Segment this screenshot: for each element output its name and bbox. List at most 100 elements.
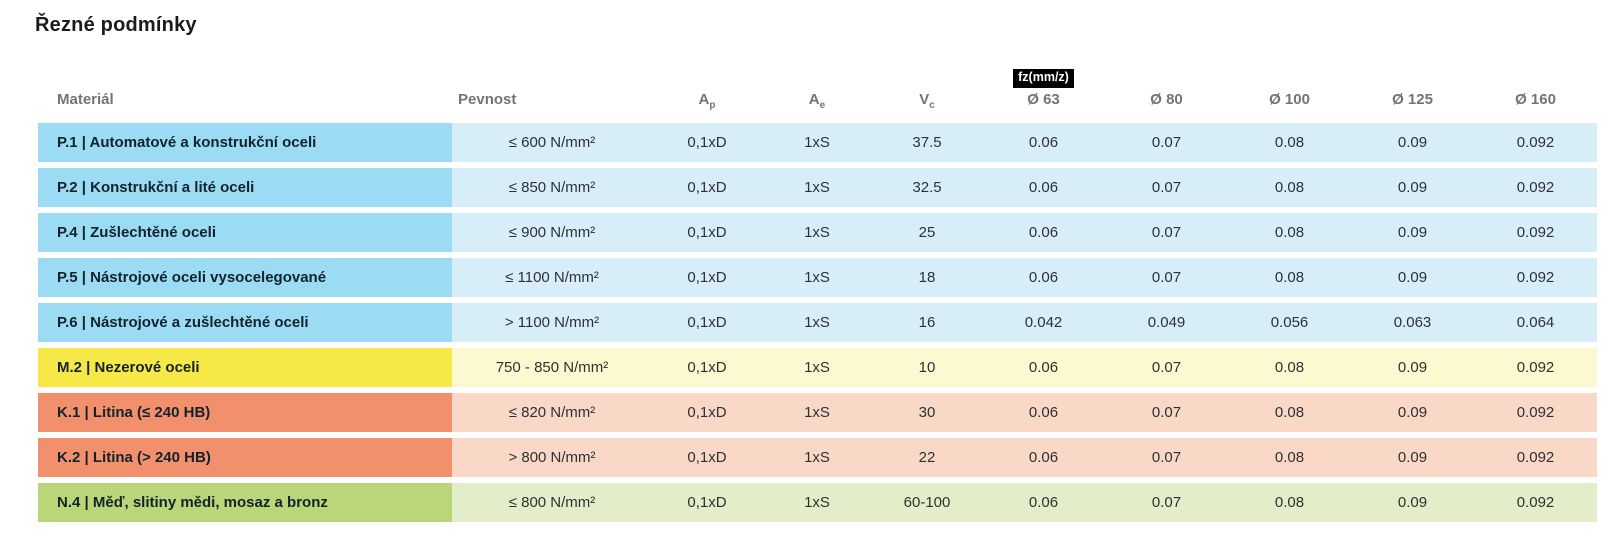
cell-ae: 1xS bbox=[762, 213, 872, 252]
column-label-subscript: c bbox=[929, 100, 935, 111]
cell-fz-d125: 0.09 bbox=[1351, 483, 1474, 522]
column-label-d100: Ø 100 bbox=[1269, 91, 1310, 108]
cell-pevnost: ≤ 850 N/mm² bbox=[452, 168, 652, 207]
cell-pevnost: ≤ 900 N/mm² bbox=[452, 213, 652, 252]
cell-fz-d80: 0.07 bbox=[1105, 258, 1228, 297]
column-label-subscript: p bbox=[709, 100, 716, 111]
column-header-pevnost: Pevnost bbox=[452, 62, 652, 117]
cell-ae: 1xS bbox=[762, 483, 872, 522]
cell-fz-d125: 0.09 bbox=[1351, 393, 1474, 432]
cell-fz-d63: 0.06 bbox=[982, 258, 1105, 297]
cell-vc: 10 bbox=[872, 348, 982, 387]
cell-ap: 0,1xD bbox=[652, 438, 762, 477]
column-label-material: Materiál bbox=[57, 91, 114, 108]
cell-fz-d160: 0.092 bbox=[1474, 168, 1597, 207]
cell-material: P.1 | Automatové a konstrukční oceli bbox=[38, 123, 452, 162]
column-header-material: Materiál bbox=[38, 62, 452, 117]
table-row: P.1 | Automatové a konstrukční oceli ≤ 60… bbox=[38, 123, 1597, 162]
cell-fz-d63: 0.06 bbox=[982, 393, 1105, 432]
column-label-ae: A bbox=[808, 91, 820, 108]
column-label-pevnost: Pevnost bbox=[458, 91, 517, 108]
cell-fz-d125: 0.09 bbox=[1351, 123, 1474, 162]
cell-fz-d100: 0.08 bbox=[1228, 438, 1351, 477]
cell-fz-d160: 0.092 bbox=[1474, 393, 1597, 432]
cell-fz-d160: 0.064 bbox=[1474, 303, 1597, 342]
column-header-d160: Ø 160 bbox=[1474, 62, 1597, 117]
column-header-d80: Ø 80 bbox=[1105, 62, 1228, 117]
fz-unit-badge: fz(mm/z) bbox=[1013, 69, 1074, 88]
cell-pevnost: ≤ 820 N/mm² bbox=[452, 393, 652, 432]
cutting-conditions-table: Materiál Pevnost Ap Ae Vc fz(mm/z) Ø 63 Ø 80 Ø 1… bbox=[38, 56, 1597, 528]
fz-unit-badge-wrap: fz(mm/z) bbox=[982, 68, 1105, 88]
cell-pevnost: ≤ 1100 N/mm² bbox=[452, 258, 652, 297]
cell-ap: 0,1xD bbox=[652, 168, 762, 207]
cell-material: K.1 | Litina (≤ 240 HB) bbox=[38, 393, 452, 432]
cell-fz-d80: 0.07 bbox=[1105, 213, 1228, 252]
cell-fz-d100: 0.056 bbox=[1228, 303, 1351, 342]
cell-fz-d125: 0.09 bbox=[1351, 258, 1474, 297]
cell-fz-d80: 0.07 bbox=[1105, 393, 1228, 432]
cell-material: P.4 | Zušlechtěné oceli bbox=[38, 213, 452, 252]
cell-fz-d80: 0.07 bbox=[1105, 483, 1228, 522]
cell-ap: 0,1xD bbox=[652, 303, 762, 342]
cell-fz-d100: 0.08 bbox=[1228, 348, 1351, 387]
cell-fz-d160: 0.092 bbox=[1474, 123, 1597, 162]
cell-fz-d63: 0.06 bbox=[982, 213, 1105, 252]
cell-vc: 16 bbox=[872, 303, 982, 342]
cell-vc: 18 bbox=[872, 258, 982, 297]
cell-fz-d160: 0.092 bbox=[1474, 438, 1597, 477]
cell-ae: 1xS bbox=[762, 258, 872, 297]
table-row: P.4 | Zušlechtěné oceli ≤ 900 N/mm² 0,1xD 1… bbox=[38, 213, 1597, 252]
column-label-ap: A bbox=[698, 91, 710, 108]
cell-pevnost: ≤ 600 N/mm² bbox=[452, 123, 652, 162]
column-label-subscript: e bbox=[819, 100, 826, 111]
header-row: Materiál Pevnost Ap Ae Vc fz(mm/z) Ø 63 Ø 80 Ø 1… bbox=[38, 62, 1597, 117]
cell-fz-d80: 0.049 bbox=[1105, 303, 1228, 342]
cell-fz-d100: 0.08 bbox=[1228, 168, 1351, 207]
cell-vc: 37.5 bbox=[872, 123, 982, 162]
cell-vc: 60-100 bbox=[872, 483, 982, 522]
cell-ae: 1xS bbox=[762, 303, 872, 342]
cell-fz-d160: 0.092 bbox=[1474, 348, 1597, 387]
cell-fz-d63: 0.06 bbox=[982, 168, 1105, 207]
cell-fz-d63: 0.06 bbox=[982, 438, 1105, 477]
table-row: P.2 | Konstrukční a lité oceli ≤ 850 N/mm… bbox=[38, 168, 1597, 207]
cell-ae: 1xS bbox=[762, 393, 872, 432]
cell-material: P.2 | Konstrukční a lité oceli bbox=[38, 168, 452, 207]
cell-material: P.5 | Nástrojové oceli vysocelegované bbox=[38, 258, 452, 297]
column-header-d100: Ø 100 bbox=[1228, 62, 1351, 117]
cell-fz-d100: 0.08 bbox=[1228, 393, 1351, 432]
cell-pevnost: ≤ 800 N/mm² bbox=[452, 483, 652, 522]
table-row: K.1 | Litina (≤ 240 HB) ≤ 820 N/mm² 0,1xD 1… bbox=[38, 393, 1597, 432]
cell-fz-d100: 0.08 bbox=[1228, 123, 1351, 162]
cell-vc: 25 bbox=[872, 213, 982, 252]
cell-vc: 30 bbox=[872, 393, 982, 432]
cell-pevnost: > 1100 N/mm² bbox=[452, 303, 652, 342]
cell-material: P.6 | Nástrojové a zušlechtěné oceli bbox=[38, 303, 452, 342]
table-row: P.6 | Nástrojové a zušlechtěné oceli > 11… bbox=[38, 303, 1597, 342]
cell-ap: 0,1xD bbox=[652, 123, 762, 162]
cell-fz-d125: 0.09 bbox=[1351, 168, 1474, 207]
cell-material: K.2 | Litina (> 240 HB) bbox=[38, 438, 452, 477]
column-label-d160: Ø 160 bbox=[1515, 91, 1556, 108]
cell-pevnost: 750 - 850 N/mm² bbox=[452, 348, 652, 387]
cell-fz-d63: 0.06 bbox=[982, 123, 1105, 162]
column-header-ae: Ae bbox=[762, 62, 872, 117]
page-title: Řezné podmínky bbox=[35, 14, 197, 36]
cell-fz-d63: 0.06 bbox=[982, 483, 1105, 522]
cell-fz-d160: 0.092 bbox=[1474, 213, 1597, 252]
column-label-d63: Ø 63 bbox=[1027, 91, 1060, 108]
cell-vc: 32.5 bbox=[872, 168, 982, 207]
cell-material: N.4 | Měď, slitiny mědi, mosaz a bronz bbox=[38, 483, 452, 522]
cell-vc: 22 bbox=[872, 438, 982, 477]
cell-ae: 1xS bbox=[762, 348, 872, 387]
cell-ae: 1xS bbox=[762, 123, 872, 162]
cell-fz-d125: 0.09 bbox=[1351, 438, 1474, 477]
cell-ap: 0,1xD bbox=[652, 348, 762, 387]
cell-fz-d80: 0.07 bbox=[1105, 438, 1228, 477]
cell-fz-d63: 0.06 bbox=[982, 348, 1105, 387]
cell-ap: 0,1xD bbox=[652, 213, 762, 252]
column-header-vc: Vc bbox=[872, 62, 982, 117]
column-label-d125: Ø 125 bbox=[1392, 91, 1433, 108]
cell-fz-d160: 0.092 bbox=[1474, 258, 1597, 297]
